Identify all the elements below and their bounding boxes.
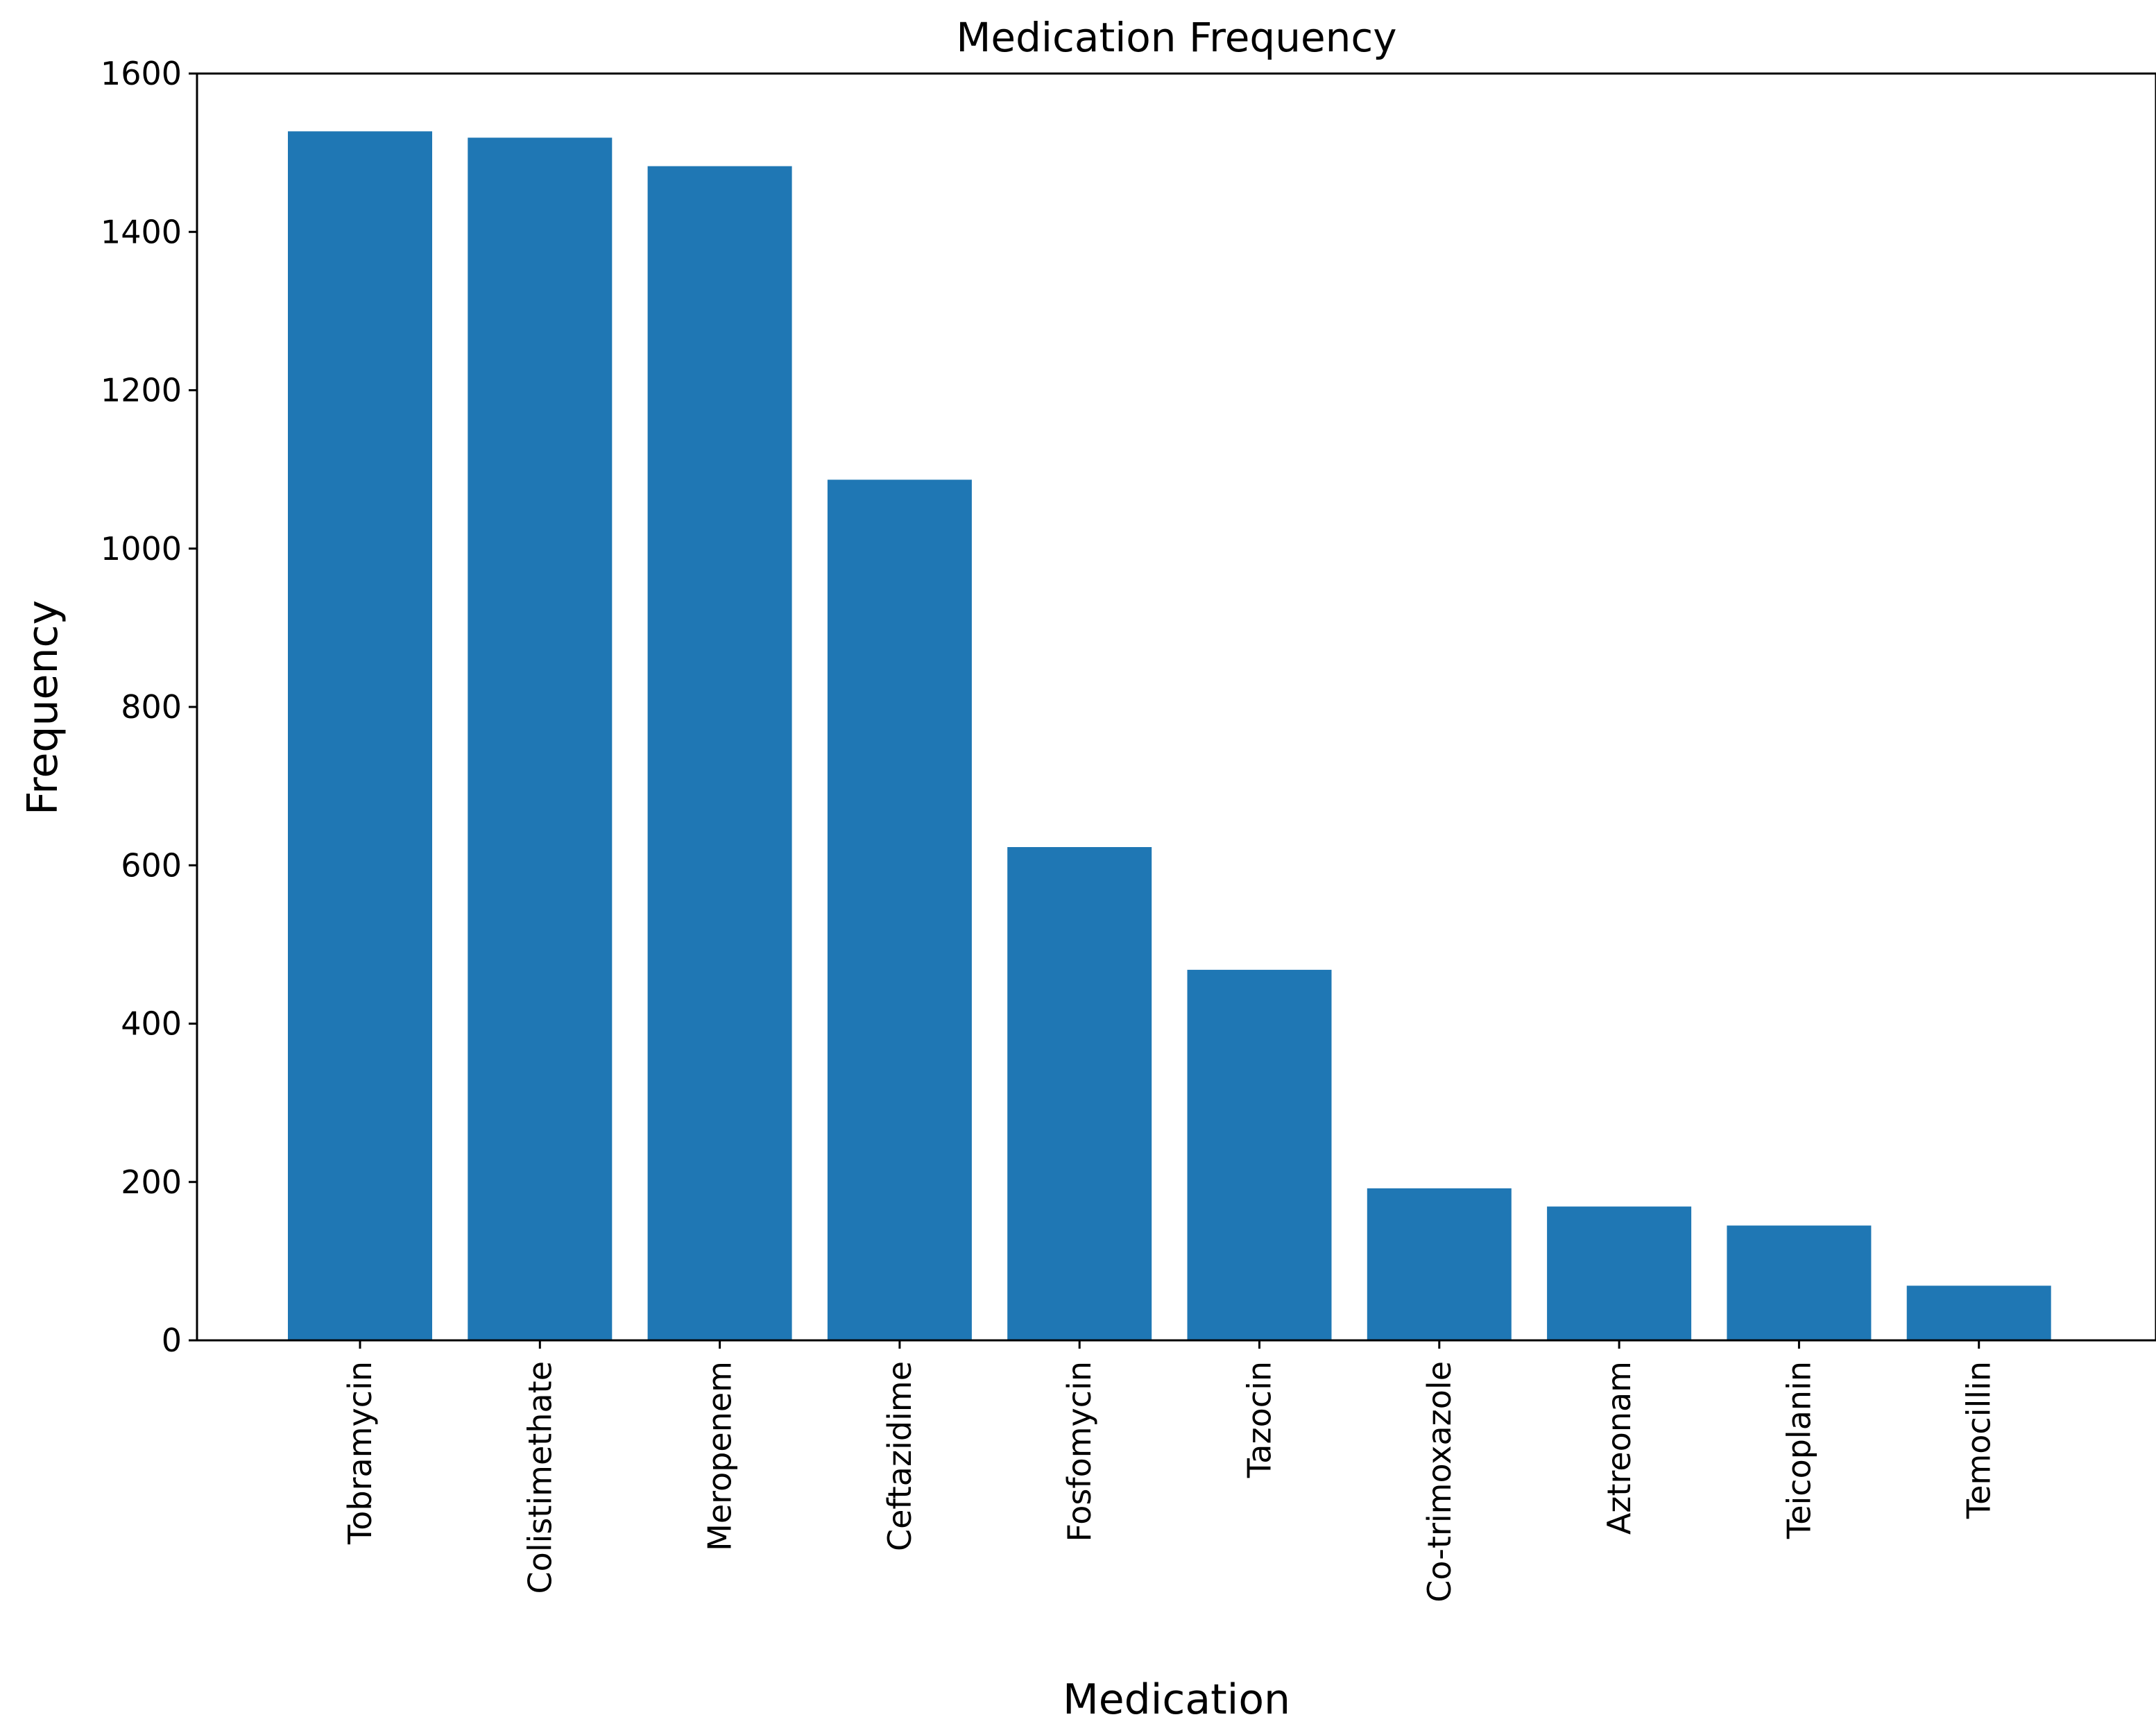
bar-teicoplanin: [1727, 1225, 1872, 1340]
bar-tazocin: [1187, 969, 1332, 1340]
x-axis: Tobramycin Colistimethate Meropenem Ceftazi…: [341, 1340, 1998, 1603]
chart-title: Medication Frequency: [956, 14, 1396, 61]
bar-temocillin: [1906, 1286, 2051, 1340]
x-tick-label: Tazocin: [1241, 1361, 1278, 1478]
bar-tobramycin: [288, 131, 432, 1340]
x-tick-label: Fosfomycin: [1061, 1361, 1098, 1542]
y-tick-label: 600: [121, 846, 182, 884]
y-tick-label: 0: [162, 1322, 182, 1359]
y-tick-label: 1400: [101, 213, 182, 250]
x-tick-label: Co-trimoxazole: [1421, 1361, 1458, 1603]
bar-ceftazidime: [827, 479, 972, 1341]
y-tick-label: 400: [121, 1005, 182, 1043]
x-tick-label: Aztreonam: [1600, 1361, 1638, 1535]
x-tick-label: Teicoplanin: [1780, 1361, 1817, 1539]
y-tick-label: 1600: [101, 55, 182, 92]
y-tick-label: 200: [121, 1163, 182, 1201]
bar-meropenem: [647, 166, 792, 1340]
bar-fosfomycin: [1007, 847, 1152, 1340]
bar-aztreonam: [1547, 1206, 1692, 1340]
y-axis: 0 200 400 600 800 1000 1200 1400 1600: [101, 55, 197, 1359]
y-axis-label: Frequency: [19, 600, 67, 815]
x-axis-label: Medication: [1063, 1675, 1290, 1724]
plot-frame: [196, 72, 2156, 1342]
y-tick-label: 1000: [101, 530, 182, 567]
bar-colistimethate: [468, 137, 613, 1340]
x-tick-label: Tobramycin: [341, 1361, 379, 1545]
bars: [288, 131, 2051, 1341]
x-tick-label: Meropenem: [701, 1361, 739, 1551]
y-tick-label: 800: [121, 688, 182, 726]
bar-co-trimoxazole: [1367, 1188, 1512, 1340]
x-tick-label: Colistimethate: [521, 1361, 558, 1594]
x-tick-label: Ceftazidime: [881, 1361, 918, 1551]
x-tick-label: Temocillin: [1960, 1361, 1998, 1519]
y-tick-label: 1200: [101, 372, 182, 409]
